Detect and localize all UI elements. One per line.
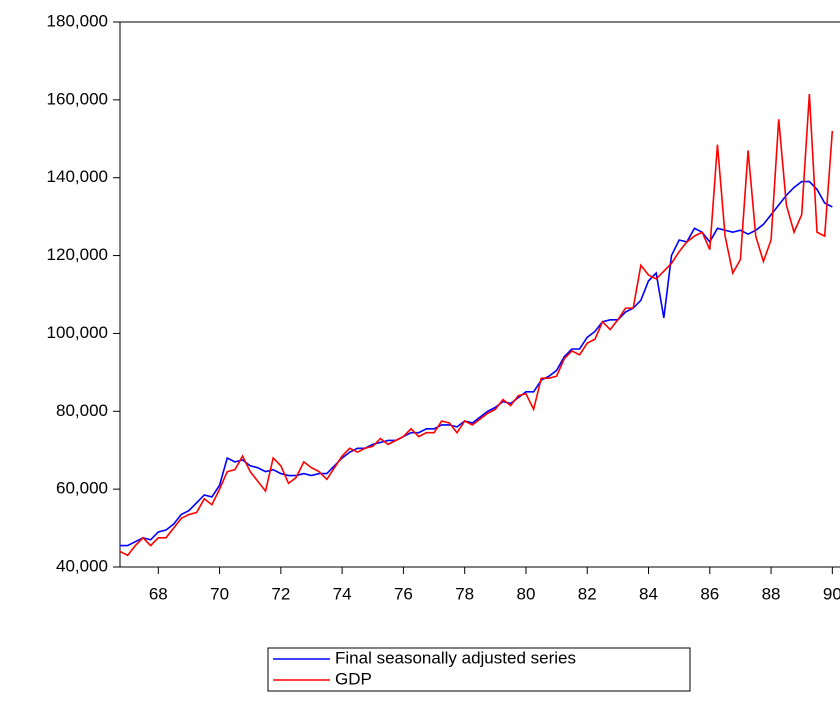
y-tick-label: 140,000 [47,167,108,186]
x-tick-label: 76 [394,584,413,603]
y-tick-label: 60,000 [56,479,108,498]
series-line [119,93,834,557]
legend-box [267,647,691,692]
x-tick-label: 68 [149,584,168,603]
y-tick-label: 40,000 [56,556,108,575]
y-tick-label: 100,000 [47,323,108,342]
x-tick-label: 80 [516,584,535,603]
x-tick-label: 86 [700,584,719,603]
y-tick-label: 120,000 [47,245,108,264]
plot-frame [119,21,840,568]
x-tick-label: 72 [271,584,290,603]
x-tick-label: 90 [823,584,840,603]
y-tick-label: 180,000 [47,11,108,30]
x-tick-label: 78 [455,584,474,603]
x-tick-label: 88 [762,584,781,603]
y-tick-label: 160,000 [47,89,108,108]
legend-label: Final seasonally adjusted series [335,648,576,667]
x-tick-label: 82 [578,584,597,603]
series-line [120,180,833,547]
y-tick-label: 80,000 [56,401,108,420]
x-tick-label: 84 [639,584,658,603]
legend-label: GDP [335,669,372,688]
x-tick-label: 74 [333,584,352,603]
x-tick-label: 70 [210,584,229,603]
